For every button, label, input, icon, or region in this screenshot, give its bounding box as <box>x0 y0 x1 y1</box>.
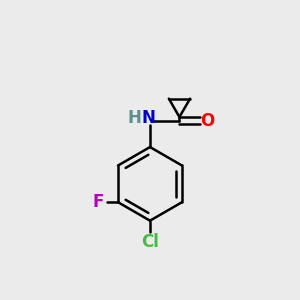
Text: F: F <box>92 193 104 211</box>
Text: Cl: Cl <box>141 233 159 251</box>
Text: O: O <box>200 112 214 130</box>
Text: H: H <box>128 109 142 127</box>
Text: N: N <box>142 109 155 127</box>
